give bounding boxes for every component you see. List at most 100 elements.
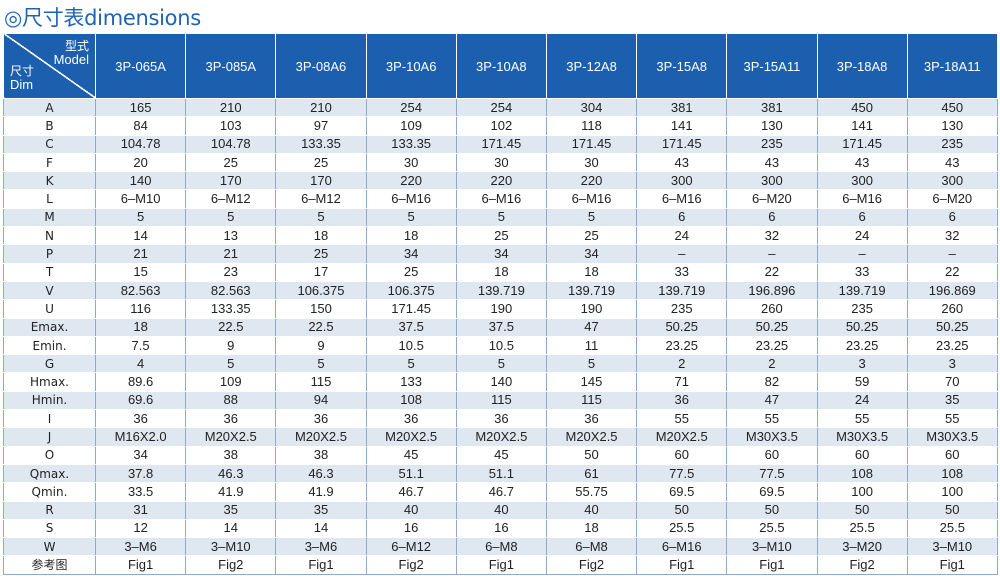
value-cell: 55.75: [545, 482, 638, 502]
value-cell: 141: [636, 116, 728, 136]
value-cell: 89.6: [94, 372, 187, 392]
value-cell: 235: [906, 135, 998, 154]
dimension-label-cell: W: [3, 537, 96, 557]
value-cell: Fig1: [906, 555, 998, 575]
value-cell: Fig2: [365, 555, 457, 575]
value-cell: 4: [94, 354, 187, 374]
value-cell: 2: [636, 354, 728, 374]
value-cell: 47: [726, 391, 818, 411]
table-row: Qmin. 33.5 41.9 41.9 46.7 46.7 55.75 69.5 69.5 10…: [3, 482, 998, 502]
value-cell: 50: [906, 501, 998, 520]
value-cell: 5: [275, 208, 367, 228]
value-cell: 25: [185, 153, 277, 173]
value-cell: 34: [455, 244, 547, 264]
value-cell: 25: [275, 244, 367, 264]
value-cell: 171.45: [545, 135, 638, 154]
value-cell: 21: [94, 244, 187, 264]
value-cell: 38: [275, 446, 367, 465]
value-cell: 70: [906, 372, 998, 392]
value-cell: 25: [455, 226, 547, 246]
value-cell: 14: [275, 519, 367, 539]
value-cell: 133.35: [185, 299, 277, 319]
table-row: V 82.563 82.563 106.375 106.375 139.719 139.71…: [3, 281, 998, 301]
value-cell: 38: [185, 446, 277, 465]
value-cell: 32: [906, 226, 998, 246]
dimension-label-cell: S: [3, 519, 96, 539]
value-cell: M20X2.5: [455, 427, 547, 447]
value-cell: 46.3: [275, 464, 367, 484]
value-cell: 3–M20: [816, 537, 908, 557]
value-cell: 36: [365, 409, 457, 429]
value-cell: 50: [816, 501, 908, 520]
dimension-label-cell: U: [3, 299, 96, 319]
value-cell: 170: [185, 171, 277, 191]
value-cell: 60: [816, 446, 908, 465]
value-cell: 6–M16: [816, 189, 908, 209]
value-cell: 33: [636, 263, 728, 282]
dimension-label-cell: L: [3, 189, 96, 209]
value-cell: 12: [94, 519, 187, 539]
value-cell: 6–M12: [185, 189, 277, 209]
value-cell: 254: [455, 98, 547, 118]
table-row: R 31 35 35 40 40 40 50 50 50 50: [3, 501, 998, 520]
table-row: U 116 133.35 150 171.45 190 190 235 260 235 260: [3, 299, 998, 319]
value-cell: 6–M12: [365, 537, 457, 557]
value-cell: 2: [726, 354, 818, 374]
value-cell: M16X2.0: [94, 427, 187, 447]
value-cell: 46.3: [185, 464, 277, 484]
value-cell: 23.25: [906, 336, 998, 356]
value-cell: 9: [185, 336, 277, 356]
value-cell: 14: [185, 519, 277, 539]
value-cell: 6: [726, 208, 818, 228]
value-cell: 6–M16: [636, 537, 728, 557]
value-cell: 165: [94, 98, 187, 118]
value-cell: 61: [545, 464, 638, 484]
dimension-label-cell: J: [3, 427, 96, 447]
value-cell: 22: [906, 263, 998, 282]
value-cell: 6–M16: [365, 189, 457, 209]
value-cell: 5: [275, 354, 367, 374]
value-cell: 6–M20: [906, 189, 998, 209]
dimension-label-cell: Qmax.: [3, 464, 96, 484]
value-cell: Fig1: [455, 555, 547, 575]
value-cell: 31: [94, 501, 187, 520]
value-cell: 50: [636, 501, 728, 520]
value-cell: 32: [726, 226, 818, 246]
dimension-label-cell: C: [3, 135, 96, 154]
value-cell: 55: [816, 409, 908, 429]
value-cell: 60: [906, 446, 998, 465]
value-cell: 140: [455, 372, 547, 392]
value-cell: 43: [636, 153, 728, 173]
value-cell: 6: [636, 208, 728, 228]
value-cell: 5: [185, 354, 277, 374]
value-cell: 14: [94, 226, 187, 246]
value-cell: 196.869: [906, 281, 998, 301]
value-cell: 45: [455, 446, 547, 465]
value-cell: 5: [545, 354, 638, 374]
value-cell: 77.5: [636, 464, 728, 484]
value-cell: 6–M12: [275, 189, 367, 209]
dimension-label-cell: 参考图: [3, 555, 96, 575]
model-header-cell: 3P-18A11: [906, 34, 998, 99]
header-row: 型式 Model 尺寸 Dim 3P-065A 3P-085A 3P-08A6 3P-…: [3, 34, 998, 99]
value-cell: 24: [816, 391, 908, 411]
value-cell: Fig1: [94, 555, 187, 575]
value-cell: 34: [545, 244, 638, 264]
value-cell: 130: [726, 116, 818, 136]
value-cell: 41.9: [185, 482, 277, 502]
value-cell: M20X2.5: [636, 427, 728, 447]
value-cell: 24: [816, 226, 908, 246]
value-cell: 108: [816, 464, 908, 484]
value-cell: 36: [636, 391, 728, 411]
value-cell: 6–M16: [636, 189, 728, 209]
value-cell: 3–M6: [94, 537, 187, 557]
value-cell: 25: [365, 263, 457, 282]
value-cell: 3: [906, 354, 998, 374]
dimension-label-cell: B: [3, 116, 96, 136]
value-cell: 6–M8: [545, 537, 638, 557]
value-cell: 77.5: [726, 464, 818, 484]
value-cell: 260: [906, 299, 998, 319]
table-row: K 140 170 170 220 220 220 300 300 300 300: [3, 171, 998, 191]
value-cell: 36: [94, 409, 187, 429]
